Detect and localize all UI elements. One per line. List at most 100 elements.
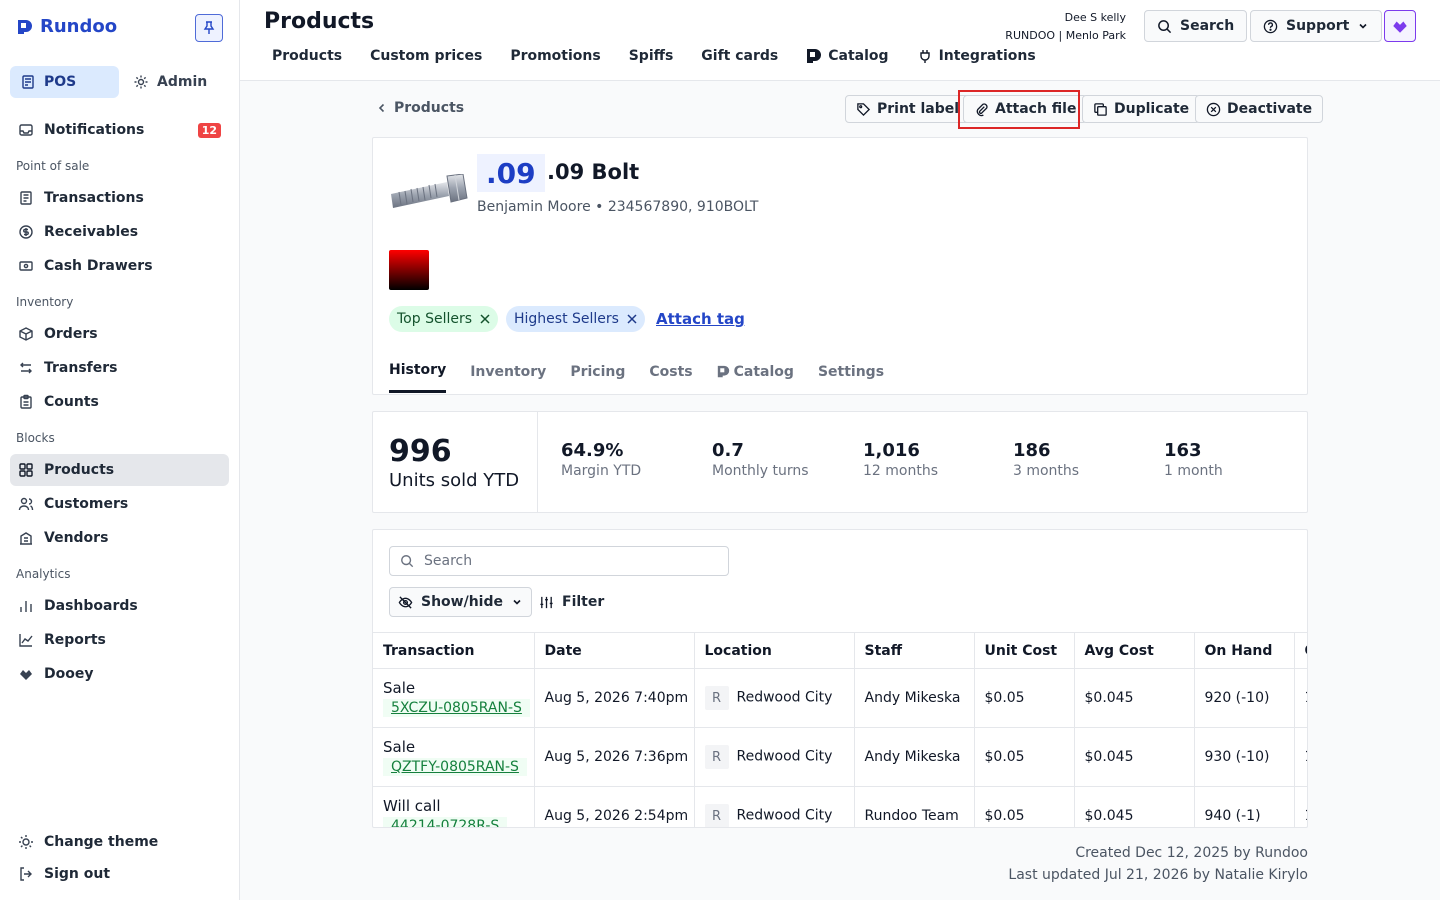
print-label-button[interactable]: Print label bbox=[845, 95, 971, 123]
tag-label: Top Sellers bbox=[397, 311, 473, 327]
duplicate-button[interactable]: Duplicate bbox=[1082, 95, 1201, 123]
back-to-products-link[interactable]: Products bbox=[376, 100, 464, 116]
tab-catalog[interactable]: Catalog bbox=[806, 48, 889, 64]
transaction-type: Will call bbox=[383, 797, 441, 815]
mode-tab-label: Admin bbox=[157, 74, 208, 90]
sidebar-item-orders[interactable]: Orders bbox=[10, 318, 229, 350]
user-info[interactable]: Dee S kelly RUNDOO | Menlo Park bbox=[1005, 9, 1126, 45]
attach-file-button[interactable]: Attach file bbox=[963, 95, 1088, 123]
column-header[interactable]: Staff bbox=[854, 632, 975, 669]
staff-cell: Andy Mikeska bbox=[854, 727, 975, 787]
mode-tabs: POS Admin bbox=[10, 66, 217, 98]
tab-spiffs[interactable]: Spiffs bbox=[628, 48, 674, 64]
tab-gift-cards[interactable]: Gift cards bbox=[701, 48, 779, 64]
gear-icon bbox=[134, 75, 148, 89]
date-cell: Aug 5, 2026 2:54pm bbox=[534, 786, 695, 827]
location-cell: R Redwood City bbox=[694, 786, 855, 827]
sidebar-item-reports[interactable]: Reports bbox=[10, 624, 229, 656]
section-label-point-of-sale: Point of sale bbox=[16, 159, 90, 173]
column-header[interactable]: Unit Cost bbox=[974, 632, 1075, 669]
sidebar-item-label: Vendors bbox=[44, 530, 109, 546]
transaction-id-link[interactable]: QZTFY-0805RAN-S bbox=[383, 758, 527, 776]
tab-custom-prices[interactable]: Custom prices bbox=[370, 48, 483, 64]
close-icon[interactable] bbox=[480, 314, 490, 324]
bar-chart-icon bbox=[18, 598, 34, 614]
duplicate-label: Duplicate bbox=[1114, 101, 1190, 117]
support-button[interactable]: Support bbox=[1250, 10, 1383, 42]
color-swatch[interactable] bbox=[389, 250, 429, 290]
column-header[interactable]: Avg Cost bbox=[1074, 632, 1195, 669]
deactivate-button[interactable]: Deactivate bbox=[1195, 95, 1324, 123]
sidebar-item-label: Transactions bbox=[44, 190, 144, 206]
tab-products[interactable]: Products bbox=[272, 48, 343, 64]
table-header-row: Transaction Date Location Staff Unit Cos… bbox=[373, 632, 1307, 669]
transaction-id-link[interactable]: 5XCZU-0805RAN-S bbox=[383, 699, 530, 717]
transaction-type: Sale bbox=[383, 738, 416, 756]
unit-cost-cell: $0.05 bbox=[974, 727, 1075, 787]
search-icon bbox=[401, 555, 414, 568]
sidebar-item-dashboards[interactable]: Dashboards bbox=[10, 590, 229, 622]
history-table-wrapper[interactable]: Transaction Date Location Staff Unit Cos… bbox=[373, 632, 1307, 827]
sidebar-item-products[interactable]: Products bbox=[10, 454, 229, 486]
tab-integrations[interactable]: Integrations bbox=[917, 48, 1036, 64]
pin-sidebar-button[interactable] bbox=[195, 14, 223, 42]
tab-inventory[interactable]: Inventory bbox=[470, 363, 547, 380]
sidebar-item-notifications[interactable]: Notifications 12 bbox=[10, 114, 229, 146]
table-row[interactable]: Sale QZTFY-0805RAN-S Aug 5, 2026 7:36pm … bbox=[373, 727, 1307, 787]
sidebar-item-dooey[interactable]: Dooey bbox=[10, 658, 229, 690]
table-row[interactable]: Sale 5XCZU-0805RAN-S Aug 5, 2026 7:40pm … bbox=[373, 668, 1307, 728]
table-row[interactable]: Will call 44214-0728R-S Aug 5, 2026 2:54… bbox=[373, 786, 1307, 827]
column-header[interactable]: On Hand bbox=[1194, 632, 1295, 669]
column-header[interactable]: Transaction bbox=[373, 632, 535, 669]
filter-button[interactable]: Filter bbox=[539, 587, 604, 617]
transaction-type: Sale bbox=[383, 679, 416, 697]
plug-icon bbox=[919, 50, 930, 63]
x-circle-icon bbox=[1206, 102, 1221, 116]
tab-history[interactable]: History bbox=[389, 362, 447, 393]
brand-logo[interactable]: Rundoo bbox=[16, 16, 117, 37]
date-cell: Aug 5, 2026 7:36pm bbox=[534, 727, 695, 787]
dooey-icon bbox=[1393, 21, 1407, 33]
sidebar-item-label: Sign out bbox=[44, 866, 111, 882]
sidebar-item-receivables[interactable]: Receivables bbox=[10, 216, 229, 248]
sidebar-item-vendors[interactable]: Vendors bbox=[10, 522, 229, 554]
tab-catalog[interactable]: Catalog bbox=[717, 362, 794, 393]
staff-cell: Andy Mikeska bbox=[854, 668, 975, 728]
stat-label: Margin YTD bbox=[561, 463, 642, 479]
product-meta: Benjamin Moore • 234567890, 910BOLT bbox=[477, 199, 759, 215]
tab-promotions[interactable]: Promotions bbox=[510, 48, 601, 64]
change-theme-button[interactable]: Change theme bbox=[10, 826, 229, 858]
tab-costs[interactable]: Costs bbox=[649, 363, 693, 380]
section-label-analytics: Analytics bbox=[16, 567, 71, 581]
close-icon[interactable] bbox=[627, 314, 637, 324]
location-chip: R bbox=[704, 804, 729, 827]
stat-label: 3 months bbox=[1013, 463, 1080, 479]
location-name: Redwood City bbox=[736, 689, 833, 706]
location-chip: R bbox=[704, 686, 729, 710]
sidebar-item-transfers[interactable]: Transfers bbox=[10, 352, 229, 384]
attach-tag-link[interactable]: Attach tag bbox=[656, 310, 745, 328]
sidebar-item-transactions[interactable]: Transactions bbox=[10, 182, 229, 214]
column-header[interactable]: Date bbox=[534, 632, 695, 669]
stat-label: 1 month bbox=[1164, 463, 1223, 479]
dollar-circle-icon bbox=[18, 224, 34, 240]
column-header[interactable]: C bbox=[1294, 632, 1307, 669]
show-hide-button[interactable]: Show/hide bbox=[389, 587, 532, 617]
stat-label: Monthly turns bbox=[712, 463, 809, 479]
sidebar-item-cash-drawers[interactable]: Cash Drawers bbox=[10, 250, 229, 282]
tab-label: Catalog bbox=[828, 48, 889, 64]
sidebar-item-counts[interactable]: Counts bbox=[10, 386, 229, 418]
tab-pricing[interactable]: Pricing bbox=[570, 363, 626, 380]
column-header[interactable]: Location bbox=[694, 632, 855, 669]
user-avatar-button[interactable] bbox=[1384, 10, 1416, 42]
show-hide-label: Show/hide bbox=[421, 594, 503, 610]
history-search-input[interactable]: Search bbox=[389, 546, 729, 576]
sign-out-button[interactable]: Sign out bbox=[10, 858, 229, 890]
mode-tab-pos[interactable]: POS bbox=[10, 66, 119, 98]
mode-tab-admin[interactable]: Admin bbox=[123, 66, 217, 98]
sidebar-item-customers[interactable]: Customers bbox=[10, 488, 229, 520]
tab-settings[interactable]: Settings bbox=[817, 363, 885, 380]
transaction-id-link[interactable]: 44214-0728R-S bbox=[383, 817, 508, 827]
search-button[interactable]: Search bbox=[1144, 10, 1248, 42]
copy-icon bbox=[1094, 102, 1107, 116]
